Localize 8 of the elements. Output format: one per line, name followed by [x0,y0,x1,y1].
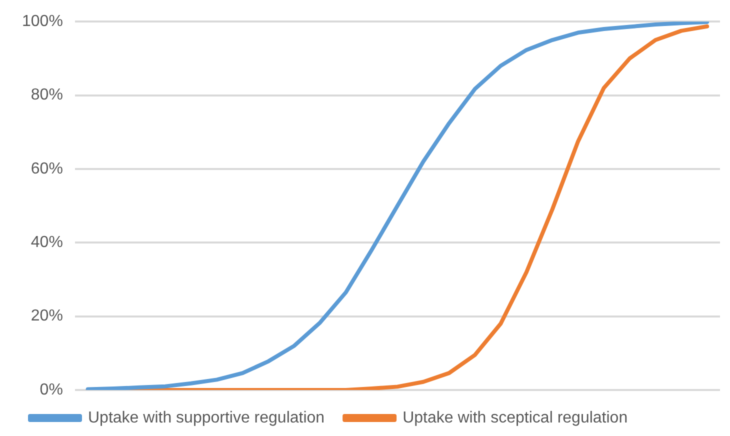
y-tick-label: 0% [40,381,63,398]
y-tick-label: 20% [30,308,63,325]
legend-label: Uptake with supportive regulation [88,409,325,426]
y-tick-label: 40% [30,234,63,252]
legend-label: Uptake with sceptical regulation [402,409,628,426]
y-tick-label: 100% [22,13,63,30]
y-tick-label: 60% [30,160,63,178]
y-tick-label: 80% [30,86,63,104]
